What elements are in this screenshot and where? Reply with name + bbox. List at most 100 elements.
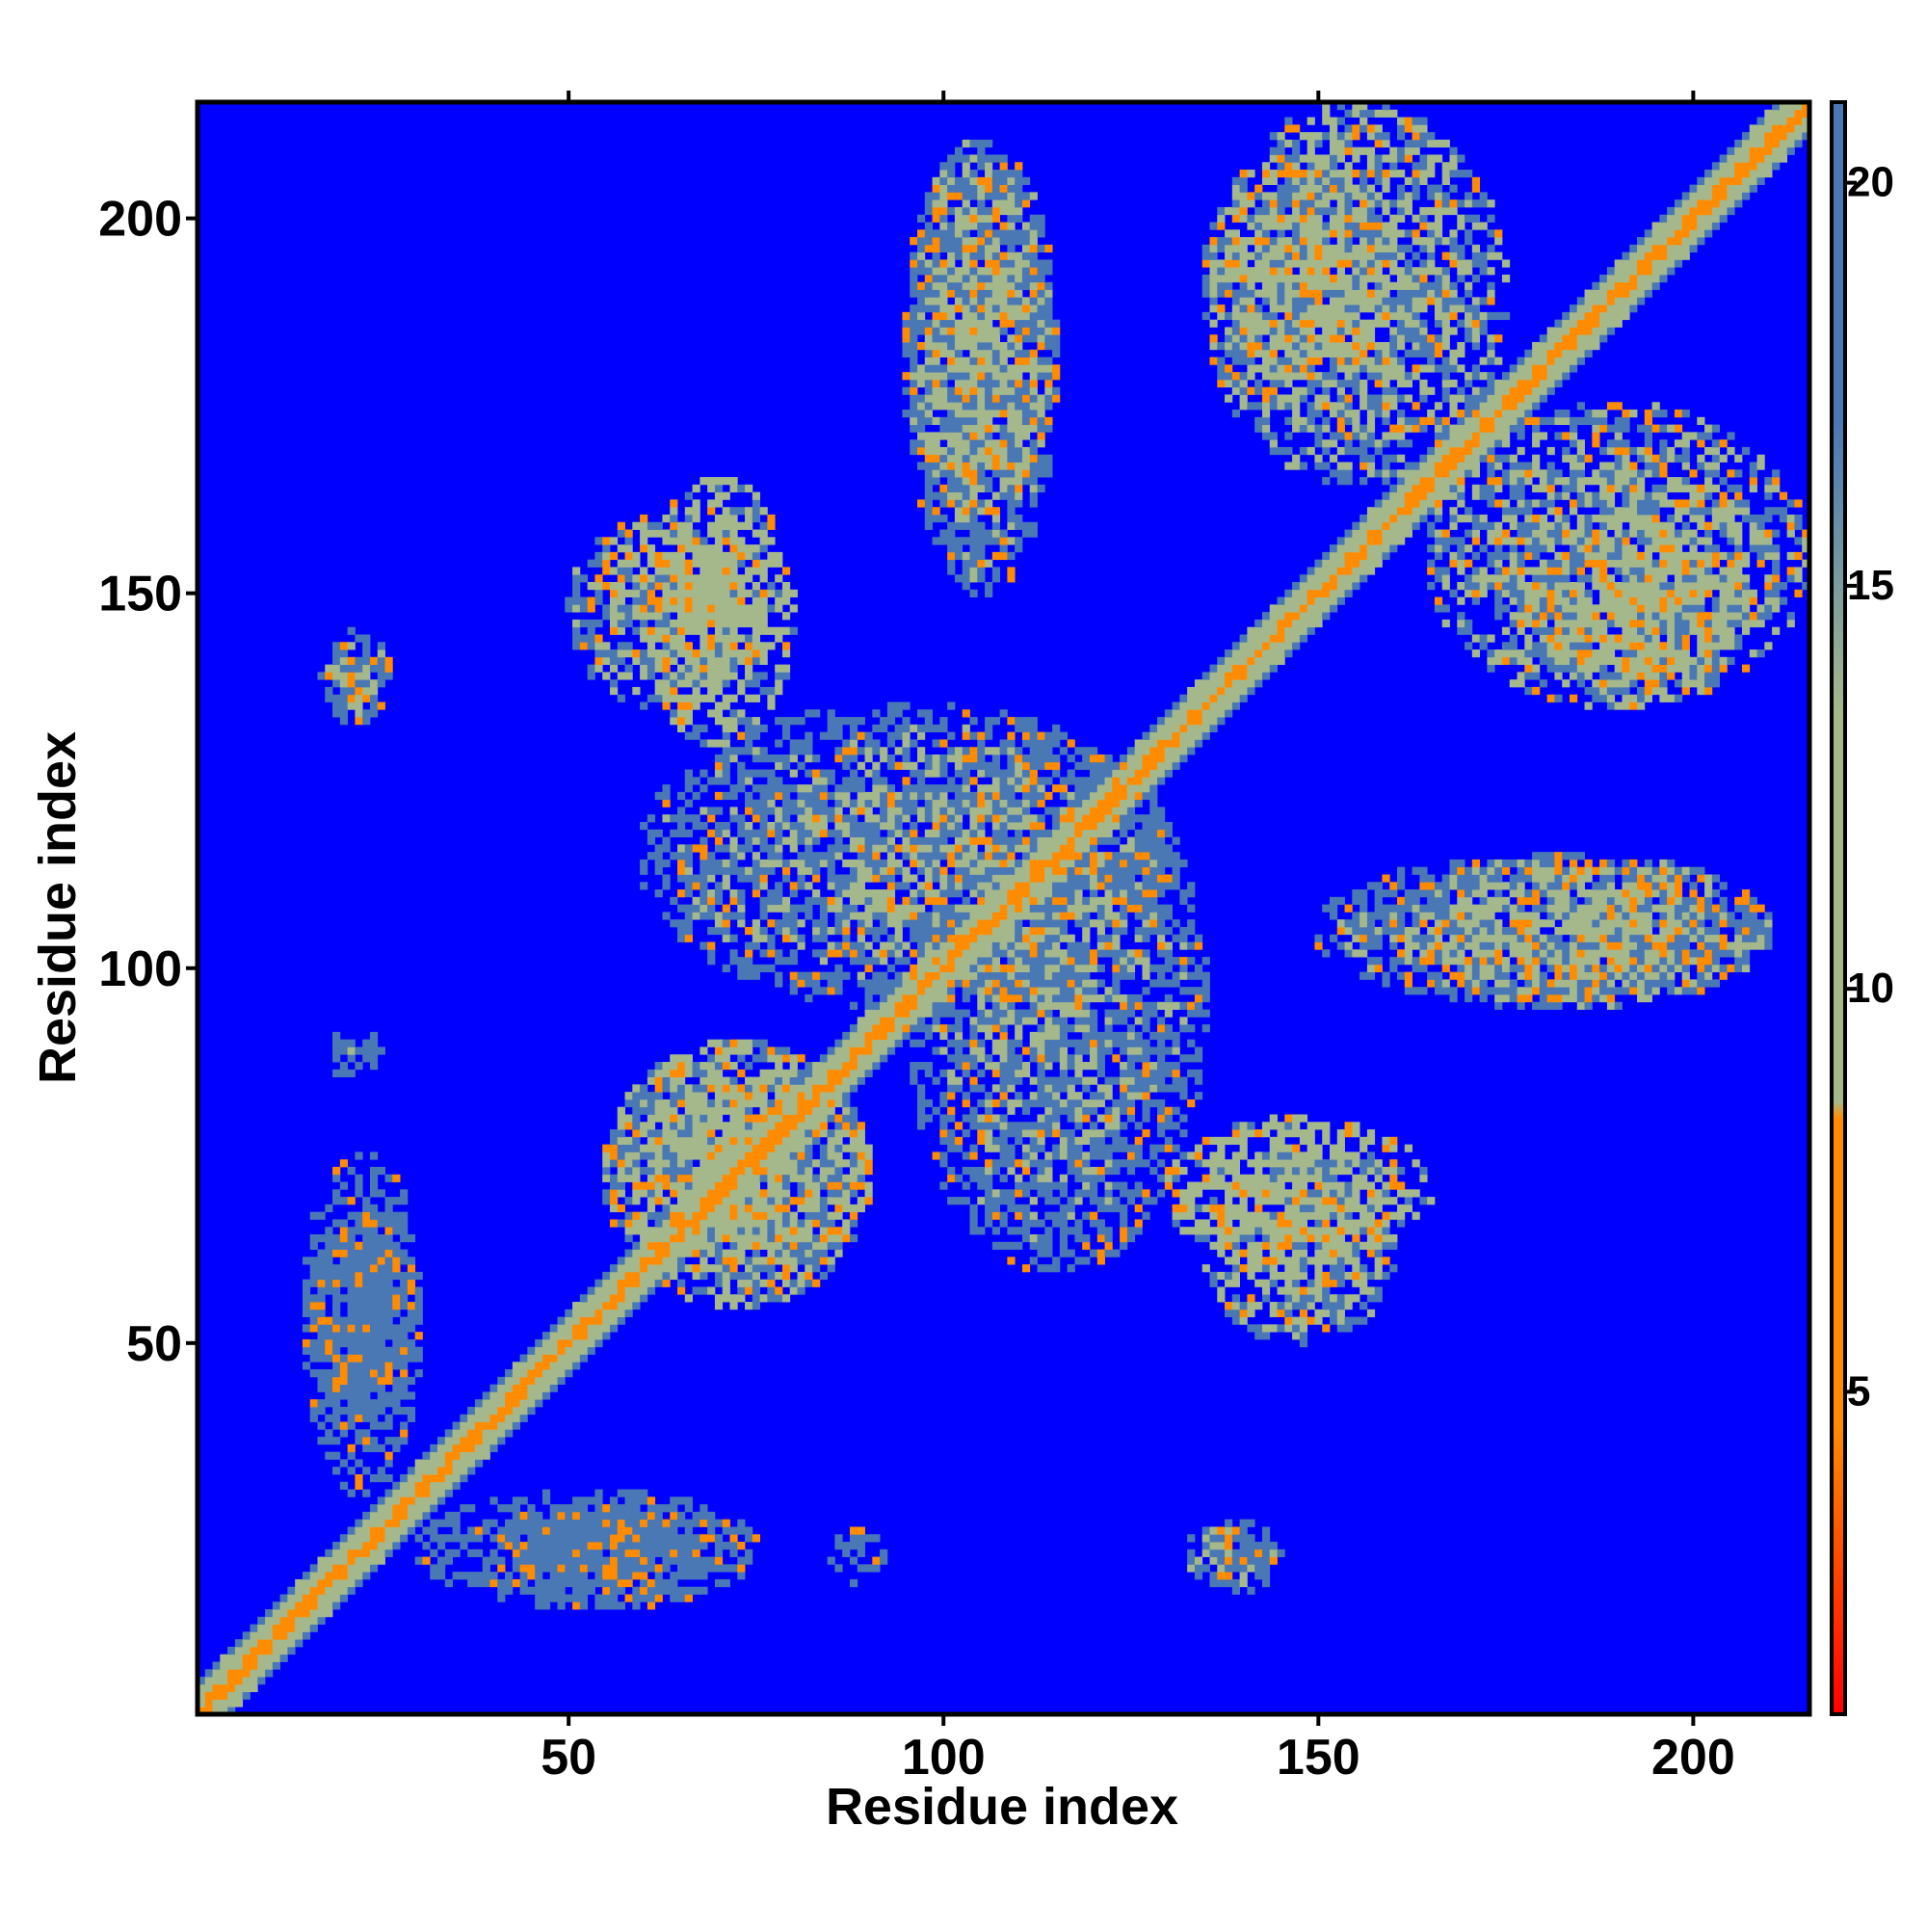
heatmap-cell [602,567,611,575]
heatmap-cell [707,1526,716,1535]
heatmap-cell [1344,551,1368,561]
heatmap-cell [1434,987,1458,995]
heatmap-cell [684,769,693,778]
heatmap-cell [999,844,1008,853]
heatmap-cell [745,1534,753,1543]
heatmap-cell [497,1594,506,1602]
heatmap-cell [834,919,843,928]
heatmap-cell [1322,1279,1338,1287]
heatmap-cell [1749,544,1781,553]
heatmap-cell [1727,559,1735,568]
heatmap-cell [752,1271,760,1281]
heatmap-cell [857,1054,881,1063]
heatmap-cell [1225,1279,1241,1287]
heatmap-cell [1681,604,1705,613]
heatmap-cell [1786,529,1795,538]
heatmap-cell [864,1181,873,1190]
heatmap-cell [707,1249,716,1257]
heatmap-cell [602,544,611,553]
heatmap-cell [767,1294,783,1303]
heatmap-cell [670,1233,686,1243]
heatmap-cell [692,1511,716,1521]
heatmap-cell [775,1219,783,1228]
heatmap-cell [969,807,993,815]
heatmap-cell [1629,889,1646,898]
heatmap-cell [684,596,693,605]
heatmap-cell [662,874,671,883]
heatmap-cell [1711,634,1721,643]
heatmap-cell [1546,882,1563,890]
heatmap-cell [722,859,730,868]
heatmap-cell [864,1189,873,1198]
heatmap-cell [805,1211,829,1220]
heatmap-cell [677,664,686,673]
heatmap-cell [1120,814,1166,823]
heatmap-cell [339,1542,363,1550]
heatmap-cell [670,1572,708,1580]
heatmap-cell [1007,551,1016,561]
heatmap-cell [1231,701,1241,710]
heatmap-cell [1667,529,1676,538]
heatmap-cell [745,1197,753,1205]
heatmap-cell [1674,926,1683,936]
heatmap-cell [1584,551,1608,561]
heatmap-cell [632,656,641,665]
heatmap-cell [985,1062,1001,1071]
heatmap-cell [1231,1249,1241,1257]
heatmap-cell [947,822,956,831]
heatmap-cell [805,709,821,718]
heatmap-cell [781,896,791,906]
heatmap-cell [1299,1197,1323,1205]
heatmap-cell [1382,1233,1398,1243]
heatmap-cell [1599,596,1630,605]
heatmap-cell [977,919,1001,928]
heatmap-cell [805,799,829,807]
heatmap-cell [1674,642,1683,650]
heatmap-cell [729,1233,768,1243]
heatmap-cell [640,701,648,710]
heatmap-cell [1576,993,1585,1003]
heatmap-cell [1052,1144,1061,1152]
heatmap-cell [1142,934,1150,942]
heatmap-cell [407,1414,416,1422]
heatmap-cell [482,1437,498,1445]
heatmap-cell [812,1092,821,1100]
heatmap-cell [355,1219,363,1228]
heatmap-cell [1382,529,1412,538]
heatmap-cell [1074,1219,1083,1228]
heatmap-cell [700,664,708,673]
heatmap-cell [1554,537,1563,545]
heatmap-cell [1209,1166,1218,1176]
heatmap-cell [594,1594,619,1602]
heatmap-cell [505,1414,520,1422]
heatmap-cell [999,747,1008,755]
heatmap-cell [932,1009,970,1018]
heatmap-cell [910,964,918,973]
heatmap-cell [347,1354,363,1363]
heatmap-cell [632,1092,663,1100]
heatmap-cell [1584,634,1593,643]
heatmap-cell [670,814,700,823]
heatmap-cell [384,1548,393,1557]
heatmap-cell [647,1586,708,1595]
heatmap-cell [1029,987,1038,995]
heatmap-cell [932,979,948,988]
heatmap-cell [535,1399,543,1408]
heatmap-cell [1157,761,1173,770]
heatmap-cell [594,1601,625,1610]
heatmap-cell [729,852,738,860]
heatmap-cell [969,1039,978,1047]
heatmap-cell [1322,949,1331,958]
heatmap-cell [670,829,693,837]
heatmap-cell [910,949,918,958]
heatmap-cell [1225,679,1233,688]
heatmap-cell [917,964,940,973]
heatmap-cell [654,1511,663,1521]
heatmap-cell [1741,619,1765,628]
heatmap-cell [1015,979,1023,988]
heatmap-cell [1142,919,1150,928]
heatmap-cell [309,1302,326,1310]
heatmap-cell [962,1181,970,1190]
heatmap-cell [557,1376,566,1386]
heatmap-cell [1457,941,1465,950]
